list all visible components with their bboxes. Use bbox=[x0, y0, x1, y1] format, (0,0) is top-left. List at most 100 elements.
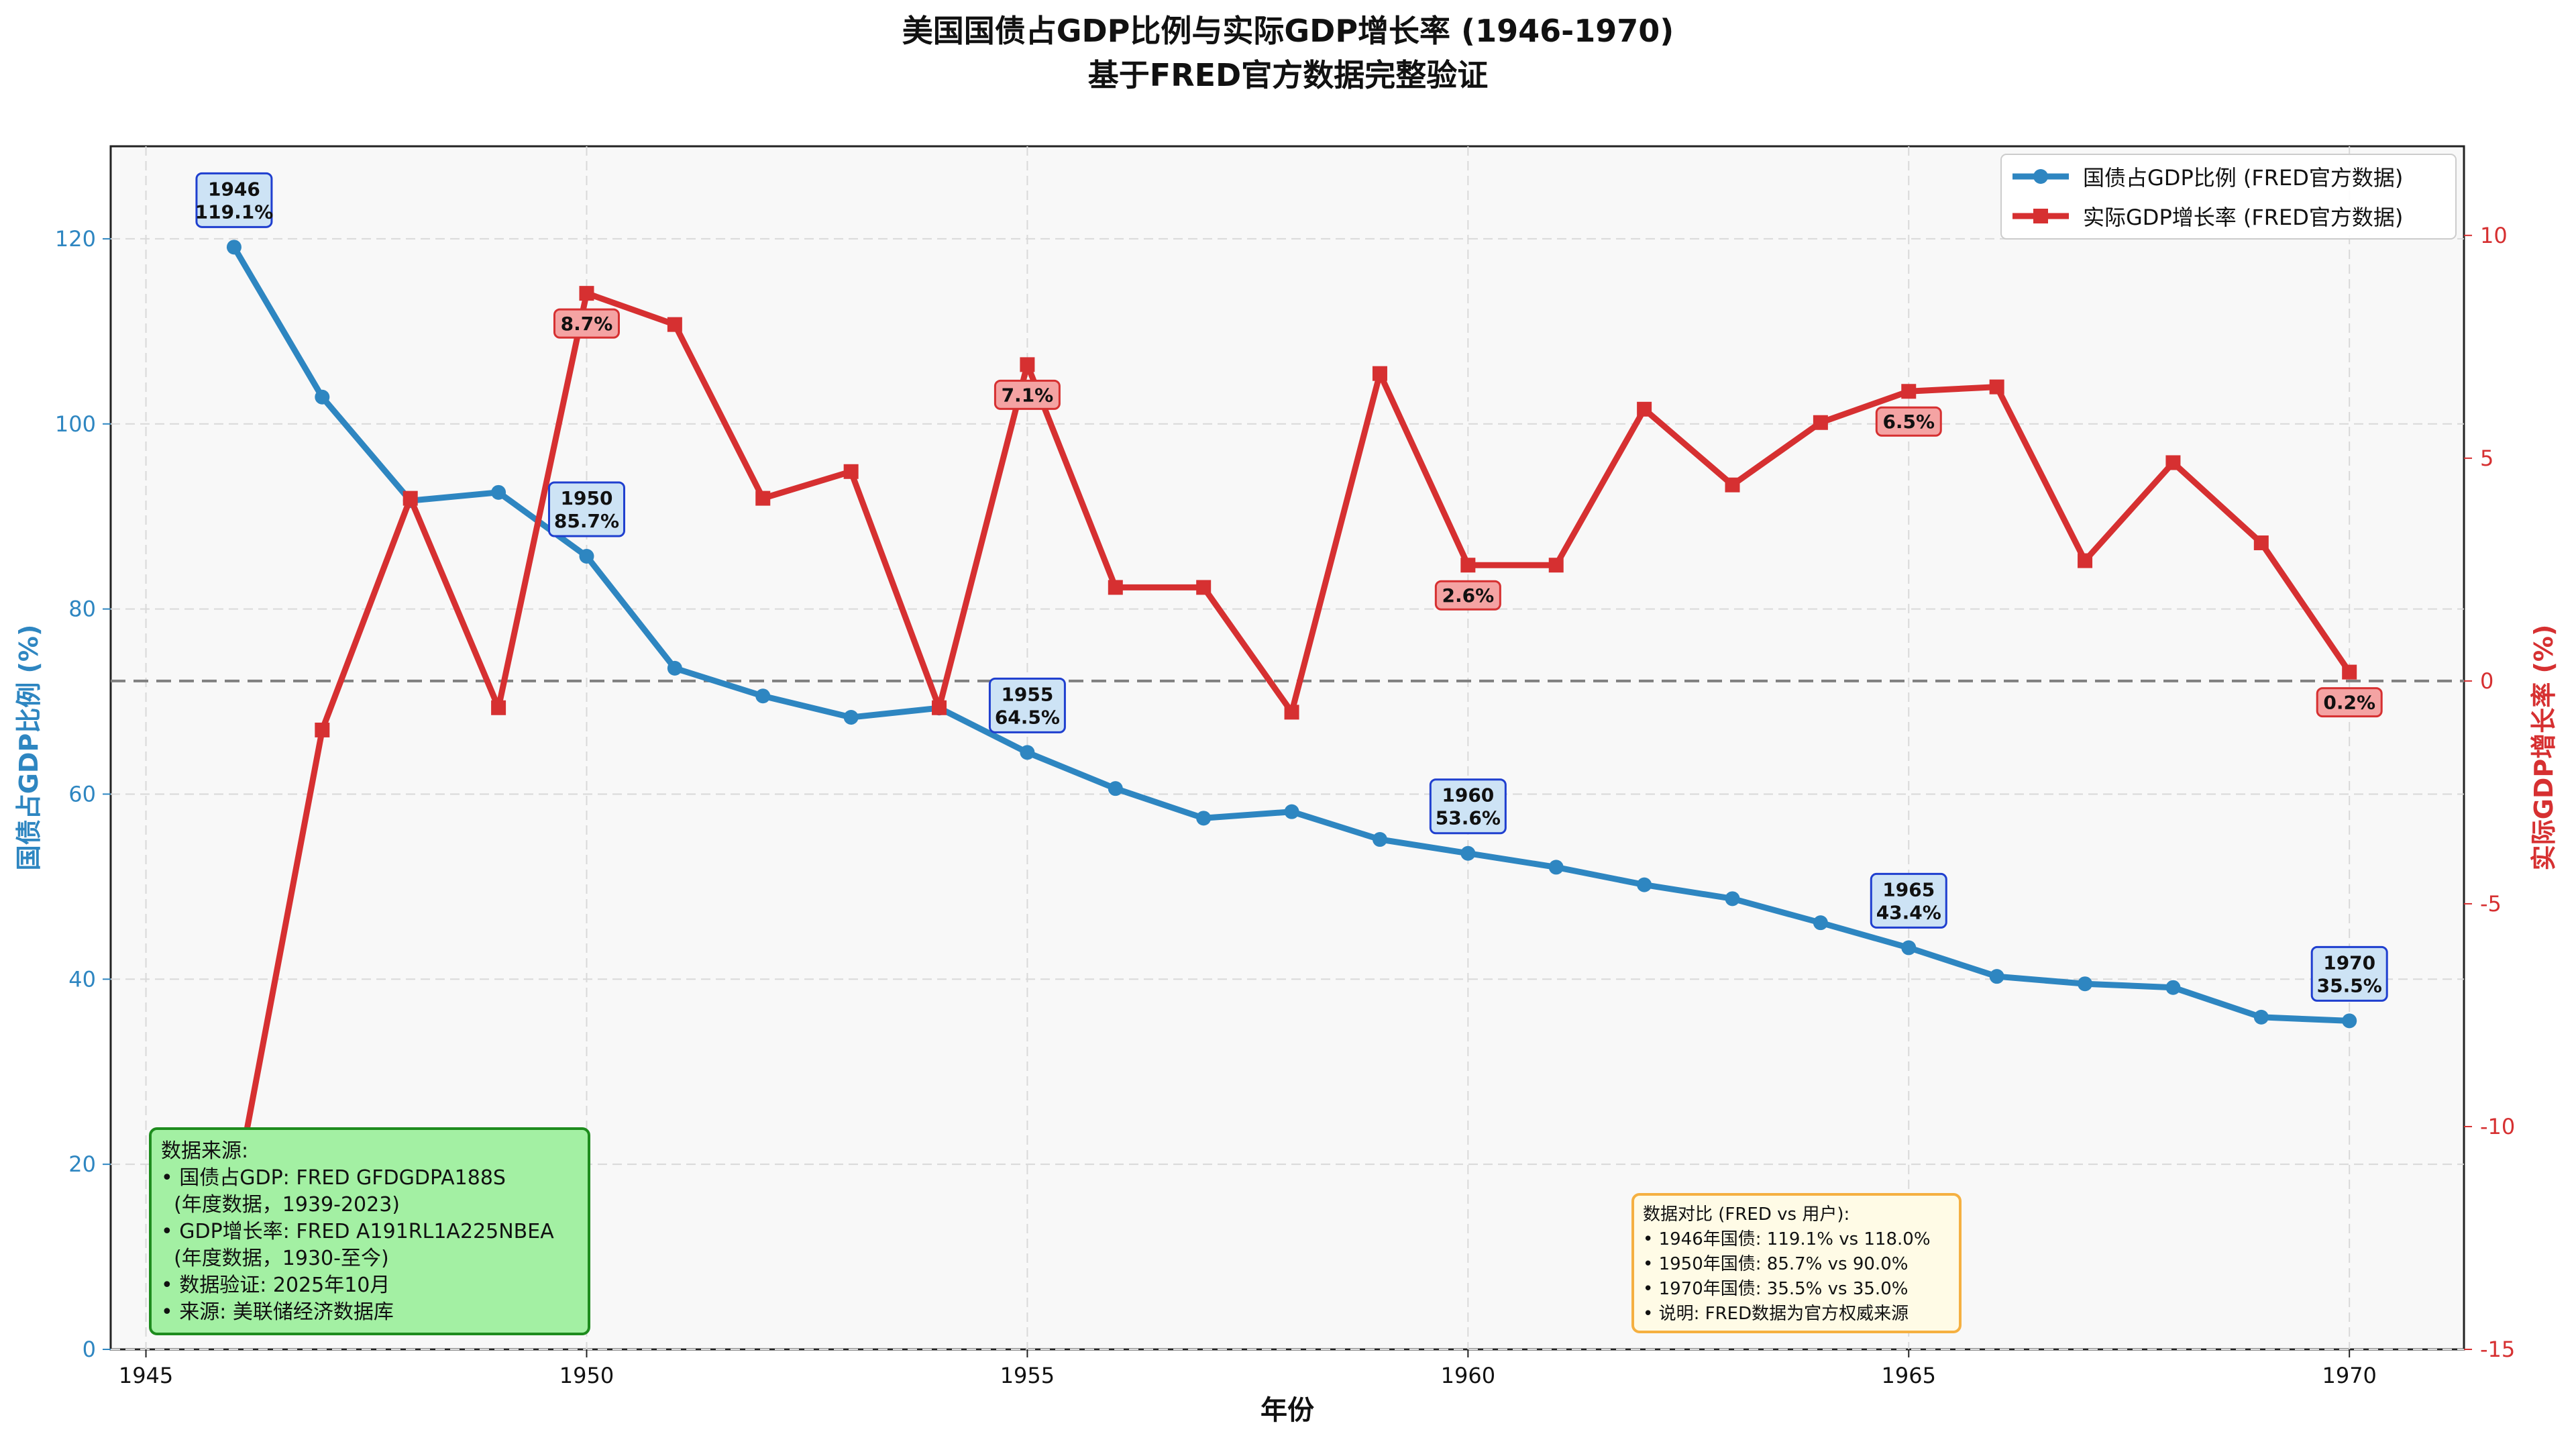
gdp-growth-point bbox=[1548, 558, 1564, 573]
x-tick-label: 1955 bbox=[1000, 1363, 1055, 1388]
x-tick-label: 1950 bbox=[559, 1363, 614, 1388]
x-tick-label: 1965 bbox=[1882, 1363, 1936, 1388]
debt-label-year: 1970 bbox=[2323, 951, 2375, 974]
growth-label-box bbox=[994, 379, 1061, 410]
debt-label-value: 43.4% bbox=[1876, 901, 1941, 923]
compare-box-line: • 1950年国债: 85.7% vs 90.0% bbox=[1643, 1254, 1908, 1274]
debt-ratio-point bbox=[1460, 845, 1476, 861]
debt-ratio-point bbox=[1548, 860, 1564, 875]
x-axis-label: 年份 bbox=[1260, 1395, 1314, 1426]
source-box-line: • GDP增长率: FRED A191RL1A225NBEA bbox=[161, 1220, 554, 1243]
growth-label-value: 2.6% bbox=[1442, 584, 1495, 607]
debt-ratio-point bbox=[226, 240, 241, 255]
debt-ratio-point bbox=[755, 688, 771, 704]
debt-ratio-point bbox=[1372, 832, 1387, 847]
gdp-growth-point bbox=[315, 722, 330, 737]
y-axis-left: 0 20 40 60 80 100 120 bbox=[55, 226, 111, 1362]
gdp-growth-point bbox=[932, 700, 947, 715]
legend-swatch-growth-marker bbox=[2033, 209, 2048, 223]
debt-label-value: 119.1% bbox=[195, 201, 274, 223]
debt-ratio-point bbox=[315, 389, 330, 405]
debt-label-year: 1946 bbox=[208, 178, 260, 200]
debt-label-year: 1950 bbox=[561, 487, 613, 509]
gdp-growth-point bbox=[1460, 558, 1476, 573]
source-box-line: • 国债占GDP: FRED GFDGDPA188S bbox=[161, 1166, 506, 1190]
gdp-growth-point bbox=[1020, 357, 1035, 372]
y-left-tick-label: 0 bbox=[83, 1337, 96, 1362]
compare-box: 数据对比 (FRED vs 用户): • 1946年国债: 119.1% vs … bbox=[1631, 1193, 1962, 1333]
y-right-tick-label: 5 bbox=[2480, 446, 2493, 471]
debt-ratio-point bbox=[1196, 811, 1212, 826]
debt-ratio-point bbox=[2165, 980, 2181, 995]
y-left-tick-label: 20 bbox=[68, 1151, 96, 1177]
debt-ratio-point bbox=[2342, 1013, 2357, 1029]
debt-ratio-point bbox=[667, 660, 682, 676]
debt-ratio-point bbox=[1108, 781, 1123, 796]
gdp-growth-point bbox=[843, 464, 859, 479]
debt-label-value: 35.5% bbox=[2317, 974, 2382, 996]
y-axis-left-label: 国债占GDP比例 (%) bbox=[14, 625, 44, 871]
y-right-tick-label: 0 bbox=[2480, 668, 2493, 694]
growth-label-value: 8.7% bbox=[561, 313, 613, 335]
gdp-growth-point bbox=[1989, 379, 2004, 395]
debt-label-box bbox=[195, 172, 273, 228]
growth-label-box bbox=[2316, 687, 2383, 718]
debt-ratio-point bbox=[579, 548, 594, 564]
source-box-background bbox=[149, 1127, 590, 1335]
y-right-tick-label: -5 bbox=[2480, 891, 2502, 917]
x-tick-label: 1970 bbox=[2322, 1363, 2376, 1388]
y-right-tick-label: -15 bbox=[2480, 1337, 2515, 1362]
debt-label-year: 1955 bbox=[1001, 683, 1053, 705]
debt-ratio-point bbox=[1813, 915, 1828, 931]
growth-label-value: 0.2% bbox=[2323, 692, 2375, 714]
gdp-growth-point bbox=[1196, 580, 1212, 595]
gdp-growth-point bbox=[1108, 580, 1123, 595]
source-box-line: 数据来源: bbox=[161, 1139, 248, 1163]
y-axis-right-label: 实际GDP增长率 (%) bbox=[2529, 625, 2559, 871]
debt-label-box bbox=[988, 677, 1066, 733]
debt-label-year: 1965 bbox=[1882, 878, 1935, 900]
compare-box-background bbox=[1631, 1193, 1962, 1333]
chart-subtitle: 基于FRED官方数据完整验证 bbox=[1088, 57, 1488, 93]
debt-ratio-point bbox=[1020, 745, 1035, 760]
gdp-growth-point bbox=[2165, 455, 2181, 470]
compare-box-line: • 1970年国债: 35.5% vs 35.0% bbox=[1643, 1279, 1908, 1299]
gdp-growth-point bbox=[755, 490, 771, 506]
debt-ratio-point bbox=[1284, 804, 1299, 819]
debt-label-box bbox=[2310, 945, 2388, 1002]
debt-label-value: 64.5% bbox=[995, 706, 1060, 728]
gdp-growth-point bbox=[2342, 664, 2357, 680]
y-left-tick-label: 120 bbox=[55, 226, 96, 252]
debt-label-value: 53.6% bbox=[1436, 807, 1501, 829]
gdp-growth-point bbox=[2078, 553, 2093, 568]
source-box-line: • 来源: 美联储经济数据库 bbox=[161, 1300, 394, 1324]
debt-ratio-point bbox=[1725, 891, 1740, 907]
chart-title: 美国国债占GDP比例与实际GDP增长率 (1946-1970) bbox=[902, 13, 1674, 49]
compare-box-line: 数据对比 (FRED vs 用户): bbox=[1643, 1204, 1849, 1225]
y-left-tick-label: 60 bbox=[68, 781, 96, 807]
legend-label-growth: 实际GDP增长率 (FRED官方数据) bbox=[2083, 205, 2403, 230]
y-axis-right: -15 -10 -5 0 5 10 bbox=[2464, 223, 2515, 1362]
gdp-growth-point bbox=[2253, 535, 2269, 551]
debt-ratio-point bbox=[1989, 969, 2004, 984]
x-axis: 1945 1950 1955 1960 1965 1970 bbox=[119, 1349, 2377, 1388]
series bbox=[226, 240, 2357, 1206]
debt-ratio-point bbox=[2078, 976, 2093, 992]
debt-label-box bbox=[547, 481, 625, 537]
x-tick-label: 1945 bbox=[119, 1363, 173, 1388]
legend: 国债占GDP比例 (FRED官方数据) 实际GDP增长率 (FRED官方数据) bbox=[2000, 154, 2457, 240]
source-box-line: • 数据验证: 2025年10月 bbox=[161, 1274, 390, 1297]
y-right-tick-label: 10 bbox=[2480, 223, 2508, 248]
gdp-growth-point bbox=[667, 317, 682, 332]
y-left-tick-label: 100 bbox=[55, 411, 96, 437]
growth-label-box bbox=[1875, 406, 1942, 437]
y-left-tick-label: 80 bbox=[68, 597, 96, 622]
debt-label-year: 1960 bbox=[1442, 784, 1494, 807]
gdp-growth-point bbox=[1284, 705, 1299, 720]
compare-box-line: • 1946年国债: 119.1% vs 118.0% bbox=[1643, 1229, 1931, 1249]
gdp-growth-point bbox=[491, 700, 506, 715]
growth-label-box bbox=[1434, 580, 1501, 611]
legend-label-debt: 国债占GDP比例 (FRED官方数据) bbox=[2083, 165, 2403, 191]
